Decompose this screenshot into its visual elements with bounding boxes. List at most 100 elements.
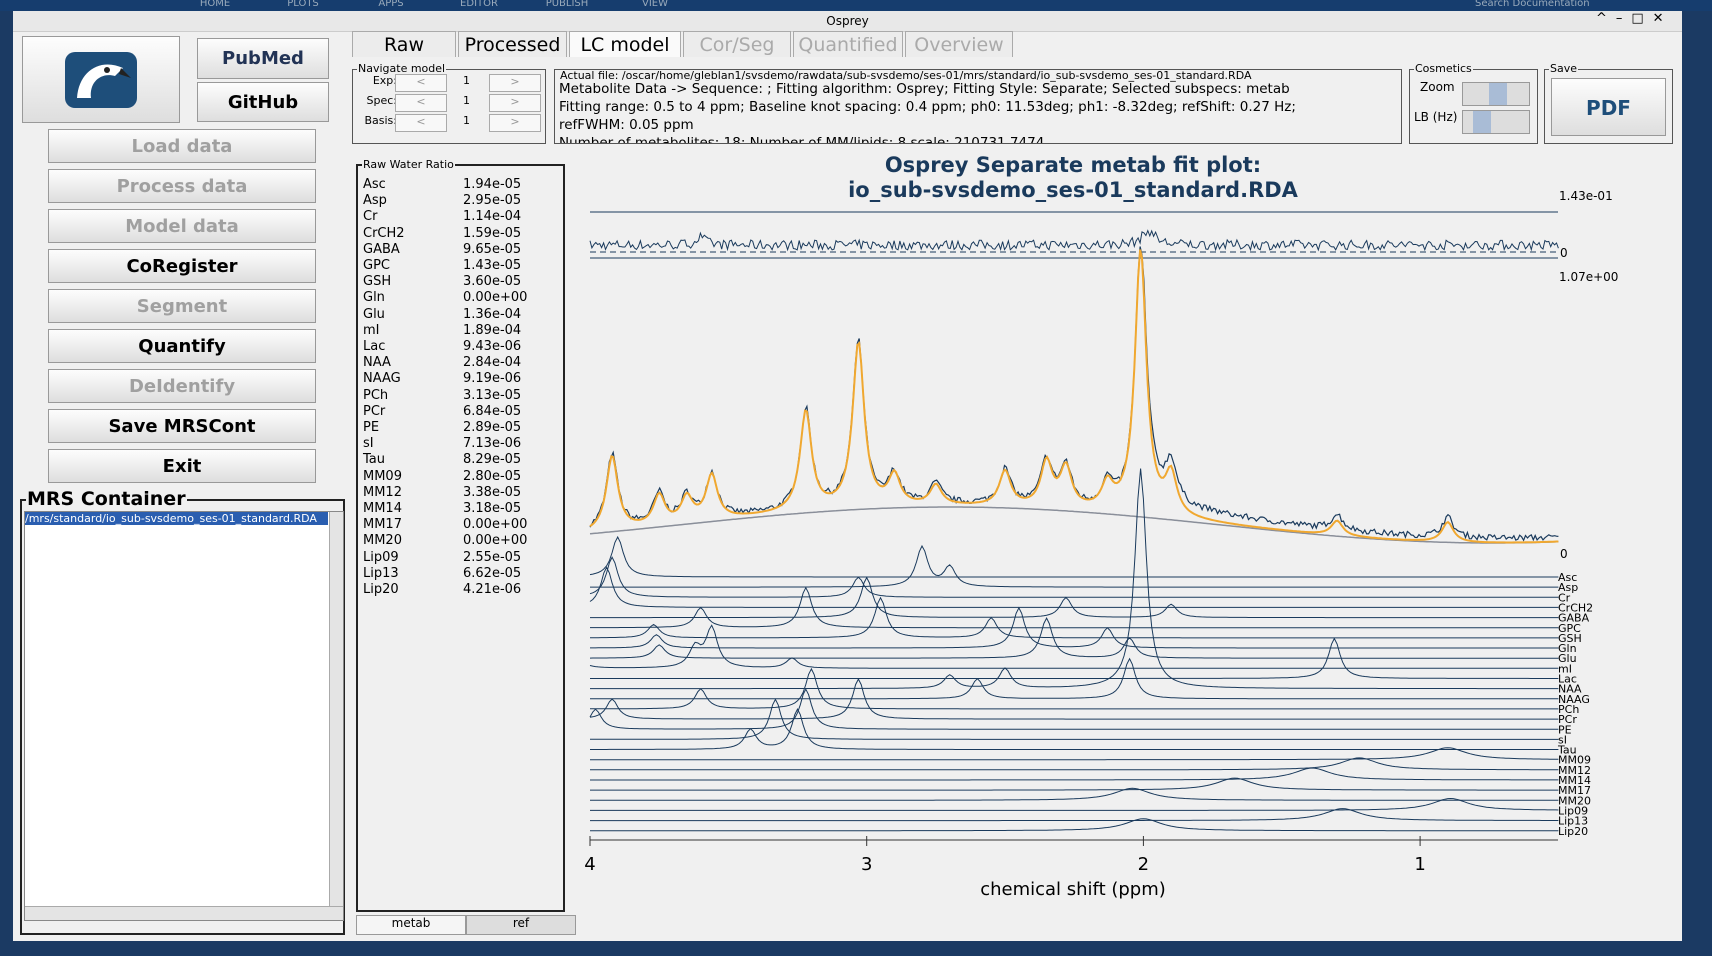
residual-zero-label: 0 — [1560, 246, 1568, 260]
basis-label: Tau — [1557, 744, 1577, 757]
basis-label: GABA — [1558, 612, 1590, 625]
metabolite-name: PCh — [363, 387, 389, 403]
metabolite-name: Lac — [363, 339, 386, 354]
fit-curve — [589, 249, 1559, 544]
ratio-value: 7.13e-06 — [463, 436, 522, 452]
basis-curve — [589, 616, 1559, 659]
basis-curve — [589, 566, 1559, 608]
action-button[interactable]: CoRegister — [48, 249, 316, 283]
scrollbar[interactable] — [25, 906, 343, 920]
ratio-value: 3.18e-05 — [463, 501, 522, 516]
panel-title: Raw Water Ratio — [362, 158, 455, 171]
ratio-value: 9.19e-06 — [463, 371, 522, 387]
action-button[interactable]: Quantify — [48, 329, 316, 363]
zoom-label: Zoom — [1420, 80, 1455, 94]
action-button[interactable]: Exit — [48, 449, 316, 483]
tab[interactable]: LC model — [569, 31, 681, 57]
metabolite-name: Glu — [363, 306, 385, 322]
prev-button[interactable]: < — [395, 94, 447, 112]
nav-value: 1 — [463, 74, 470, 87]
top-tab[interactable]: EDITOR — [460, 0, 498, 9]
spectrum-max-label: 1.07e+00 — [1559, 270, 1618, 284]
panel-title: Navigate model — [357, 62, 447, 75]
ratio-value: 0.00e+00 — [463, 533, 528, 549]
action-button: Load data — [48, 129, 316, 163]
search[interactable]: Search Documentation — [1475, 0, 1590, 9]
metabolite-name: GABA — [363, 241, 400, 257]
pubmed-button[interactable]: PubMed — [197, 38, 329, 79]
x-tick-label: 2 — [1138, 854, 1149, 875]
metabolite-name: CrCH2 — [363, 225, 405, 241]
metabolite-name: Lip09 — [363, 549, 399, 565]
prev-button[interactable]: < — [395, 74, 447, 92]
prev-button[interactable]: < — [395, 114, 447, 132]
logo-button[interactable] — [22, 36, 180, 123]
residual-max-label: 1.43e-01 — [1559, 189, 1613, 203]
top-tab[interactable]: PLOTS — [287, 0, 319, 9]
tab: Cor/Seg — [683, 31, 791, 57]
ratio-value: 0.00e+00 — [463, 517, 528, 533]
basis-label: sI — [1558, 733, 1567, 746]
basis-label: MM09 — [1558, 754, 1591, 767]
zoom-slider[interactable] — [1462, 82, 1530, 106]
top-tab[interactable]: VIEW — [642, 0, 668, 9]
file-item[interactable]: /mrs/standard/io_sub-svsdemo_ses-01_stan… — [25, 512, 328, 525]
next-button[interactable]: > — [489, 114, 541, 132]
basis-curve — [590, 544, 1559, 588]
water-ratio-panel: Raw Water Ratio Asc 1.94e-05 Asp 2.95e-05 Cr… — [356, 158, 565, 912]
panel-title: Save — [1549, 62, 1579, 75]
basis-curve — [590, 777, 1559, 791]
basis-curve — [589, 677, 1559, 720]
metabolite-name: mI — [363, 322, 380, 338]
ratio-value: 3.60e-05 — [463, 274, 522, 290]
ratio-value: 3.13e-05 — [463, 387, 522, 403]
basis-label: Lip13 — [1558, 815, 1588, 828]
nav-label: Basis: — [364, 114, 397, 127]
basis-label: Gln — [1558, 642, 1577, 655]
tab[interactable]: Raw — [352, 31, 456, 57]
lb-slider[interactable] — [1462, 110, 1530, 134]
metabolite-name: Lip13 — [363, 565, 399, 581]
metabolite-name: MM17 — [363, 517, 402, 533]
panel-title: Cosmetics — [1414, 62, 1473, 75]
save-panel: Save PDF — [1544, 62, 1673, 144]
window-controls[interactable]: ^–□✕ — [1596, 11, 1673, 26]
plot-title: io_sub-svsdemo_ses-01_standard.RDA — [848, 178, 1299, 202]
action-button: DeIdentify — [48, 369, 316, 403]
next-button[interactable]: > — [489, 94, 541, 112]
tab[interactable]: Processed — [458, 31, 567, 57]
basis-label: MM14 — [1558, 774, 1591, 787]
basis-label: MM20 — [1558, 794, 1591, 807]
x-tick-label: 4 — [584, 854, 595, 875]
basis-label: NAAG — [1558, 693, 1590, 706]
basis-curve — [590, 596, 1559, 639]
basis-curve — [590, 637, 1559, 679]
spectrum-zero-label: 0 — [1560, 547, 1568, 561]
basis-label: Asp — [1558, 581, 1578, 594]
metabolite-name: MM14 — [363, 501, 402, 516]
metabolite-name: sI — [363, 436, 374, 452]
top-tab[interactable]: HOME — [199, 0, 231, 9]
github-button[interactable]: GitHub — [197, 82, 329, 122]
result-tab[interactable]: ref — [466, 915, 576, 935]
metabolite-name: Asc — [363, 177, 386, 192]
top-tab[interactable]: PUBLISH — [545, 0, 589, 9]
basis-label: PCh — [1558, 703, 1579, 716]
result-tab[interactable]: metab — [356, 915, 466, 935]
basis-label: NAA — [1558, 683, 1582, 696]
action-button[interactable]: Save MRSCont — [48, 409, 316, 443]
pdf-button[interactable]: PDF — [1551, 78, 1666, 136]
metabolite-name: MM12 — [363, 484, 402, 500]
basis-curve — [590, 767, 1559, 781]
nav-label: Spec: — [366, 94, 398, 107]
ratio-value: 0.00e+00 — [463, 290, 528, 306]
next-button[interactable]: > — [489, 74, 541, 92]
file-list[interactable]: /mrs/standard/io_sub-svsdemo_ses-01_stan… — [24, 511, 344, 921]
ratio-value: 8.29e-05 — [463, 452, 522, 468]
basis-curve — [590, 586, 1559, 629]
scrollbar[interactable] — [329, 512, 343, 907]
top-tab[interactable]: APPS — [378, 0, 404, 9]
ratio-value: 2.95e-05 — [463, 193, 522, 209]
mrs-container-title: MRS Container — [26, 488, 187, 510]
